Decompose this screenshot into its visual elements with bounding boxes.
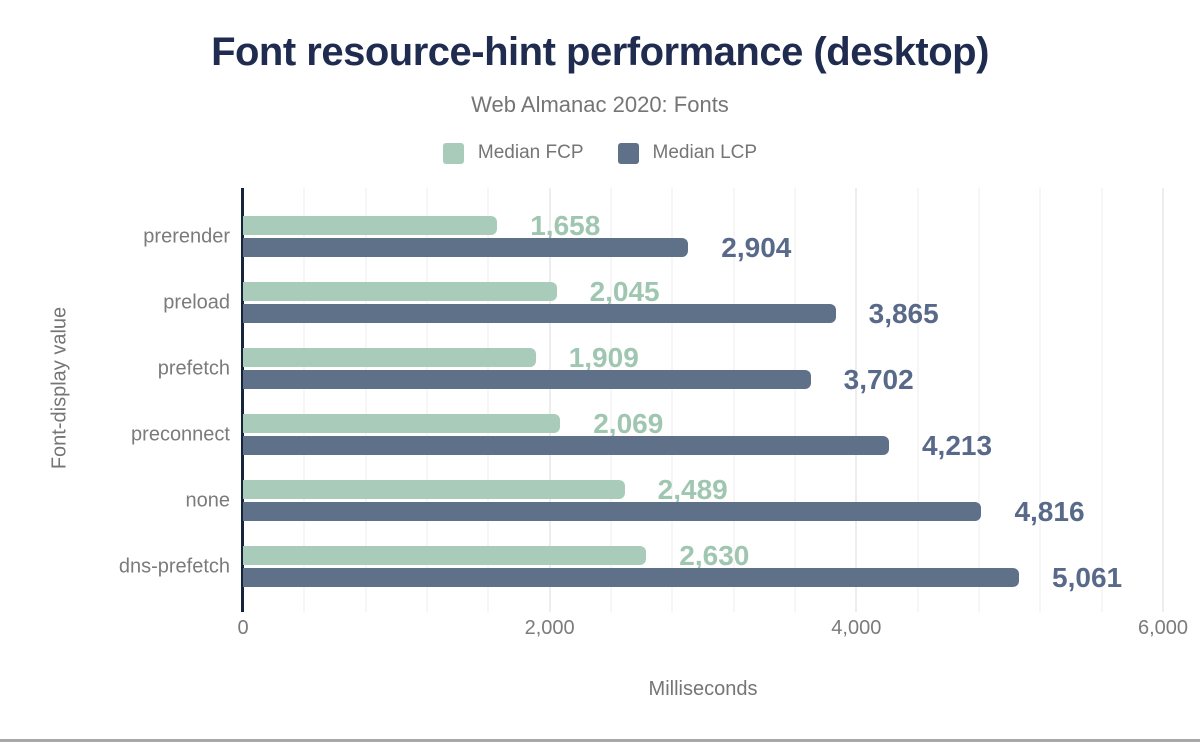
value-label-median-lcp-none: 4,816 [1014,495,1085,527]
minor-gridline-400 [303,188,306,612]
value-label-median-lcp-prerender: 2,904 [721,231,792,263]
minor-gridline-4800 [978,188,980,612]
value-label-median-fcp-prefetch: 1,909 [568,341,639,373]
legend-label-median-fcp: Median FCP [477,142,584,163]
minor-gridline-5600 [1100,188,1103,612]
major-gridline-2000 [548,188,551,612]
legend-item-median-fcp: Median FCP [442,142,584,164]
legend-swatch-median-fcp [442,142,464,164]
value-label-median-lcp-dns-prefetch: 5,061 [1052,561,1123,593]
minor-gridline-800 [364,188,367,612]
value-label-median-lcp-preconnect: 4,213 [921,429,993,461]
legend: Median FCP Median LCP [0,142,1200,164]
bar-median-fcp-dns-prefetch[interactable] [243,546,647,565]
x-tick-label-2000: 2,000 [524,617,575,639]
y-axis-line [241,188,244,612]
minor-gridline-1600 [487,188,490,612]
chart-title: Font resource-hint performance (desktop) [211,30,989,74]
value-label-median-fcp-preconnect: 2,069 [593,407,664,439]
bar-median-fcp-prefetch[interactable] [243,348,536,367]
category-label-dns-prefetch: dns-prefetch [118,555,230,577]
value-label-median-fcp-none: 2,489 [657,473,728,505]
value-label-median-fcp-dns-prefetch: 2,630 [679,539,750,571]
minor-gridline-5200 [1039,188,1042,612]
y-axis-title: Font-display value [48,306,71,470]
value-label-median-lcp-preload: 3,865 [868,297,939,329]
category-label-preconnect: preconnect [131,423,230,445]
bar-median-fcp-preload[interactable] [243,282,557,301]
chart-subtitle: Web Almanac 2020: Fonts [471,92,729,117]
minor-gridline-2800 [671,188,674,612]
category-label-prerender: prerender [143,225,230,247]
x-axis-title: Milliseconds [648,678,758,700]
legend-item-median-lcp: Median LCP [617,142,758,164]
category-label-prefetch: prefetch [157,357,230,379]
x-tick-label-0: 0 [237,617,249,639]
bar-median-lcp-dns-prefetch[interactable] [243,568,1020,587]
minor-gridline-3600 [794,188,796,612]
legend-swatch-median-lcp [617,142,639,164]
category-label-none: none [185,489,231,511]
bar-median-lcp-preload[interactable] [243,304,836,323]
minor-gridline-4400 [916,188,919,612]
bar-median-fcp-preconnect[interactable] [243,414,561,433]
value-label-median-fcp-preload: 2,045 [589,275,660,307]
value-label-median-fcp-prerender: 1,658 [530,209,601,241]
x-tick-label-6000: 6,000 [1137,617,1189,639]
category-label-preload: preload [163,291,230,313]
minor-gridline-3200 [732,188,735,612]
legend-label-median-lcp: Median LCP [652,142,758,163]
bar-median-fcp-none[interactable] [243,480,625,499]
value-label-median-lcp-prefetch: 3,702 [843,363,914,395]
major-gridline-4000 [855,188,858,612]
bar-median-lcp-prefetch[interactable] [243,370,811,389]
minor-gridline-2400 [610,188,612,612]
major-gridline-6000 [1162,188,1164,612]
minor-gridline-1200 [426,188,428,612]
bar-median-fcp-prerender[interactable] [243,216,498,235]
bar-median-lcp-prerender[interactable] [243,238,689,257]
bar-median-lcp-none[interactable] [243,502,982,521]
bar-median-lcp-preconnect[interactable] [243,436,889,455]
x-tick-label-4000: 4,000 [831,617,882,639]
